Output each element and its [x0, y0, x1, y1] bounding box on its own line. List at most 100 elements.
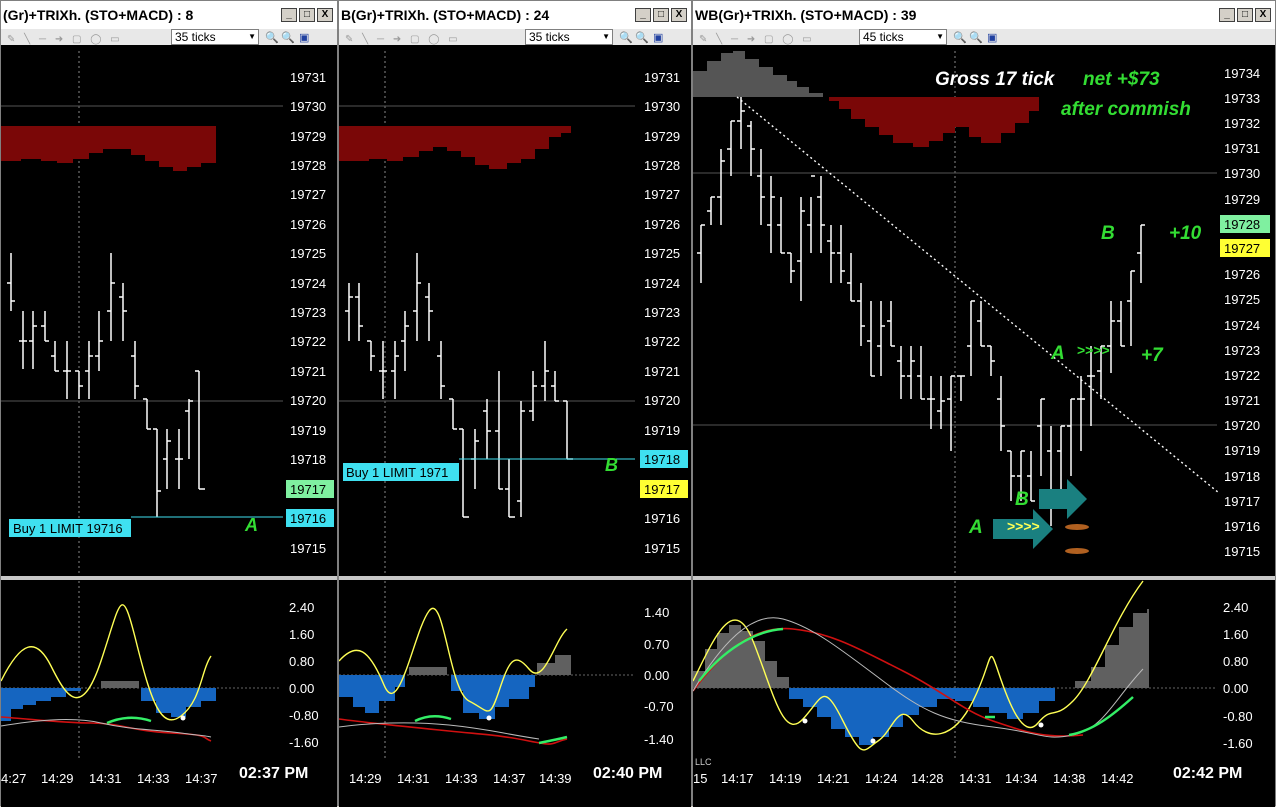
svg-text:19733: 19733 [1224, 91, 1260, 106]
svg-text:14:29: 14:29 [349, 771, 382, 786]
annotation-b: B [1101, 223, 1115, 244]
drawing-tools-icon[interactable]: ✎ ╲ ─ ➜ ▢ ◯ ▭ [699, 34, 815, 45]
svg-text:19723: 19723 [1224, 343, 1260, 358]
svg-text:2.40: 2.40 [289, 600, 314, 615]
svg-text:19723: 19723 [644, 305, 680, 320]
pointer-icon[interactable]: ▣ [653, 32, 664, 44]
close-button[interactable]: X [317, 8, 333, 22]
svg-text:-1.40: -1.40 [644, 732, 674, 747]
price-bars [345, 253, 573, 518]
svg-text:19721: 19721 [290, 364, 326, 379]
chart-window-2[interactable]: B(Gr)+TRIXh. (STO+MACD) : 24 _ □ X ✎ ╲ ─… [338, 0, 692, 807]
minimize-button[interactable]: _ [1219, 8, 1235, 22]
svg-text:19726: 19726 [644, 217, 680, 232]
svg-text:19720: 19720 [290, 393, 326, 408]
price-axis: 19731 19730 19729 19728 19727 19726 1972… [644, 70, 680, 556]
close-button[interactable]: X [671, 8, 687, 22]
zoom-in-icon[interactable]: 🔍 [619, 32, 633, 44]
order-label-box[interactable] [9, 519, 131, 537]
zoom-out-icon[interactable]: 🔍 [635, 32, 649, 44]
volume-profile-red [1, 126, 216, 171]
svg-text:19716: 19716 [1224, 519, 1260, 534]
window-title-bar[interactable]: (Gr)+TRIXh. (STO+MACD) : 8 _ □ X [1, 1, 337, 29]
svg-text:-0.80: -0.80 [289, 708, 319, 723]
commish-text: after commish [1061, 99, 1191, 120]
annotation-b2: B [1015, 489, 1029, 510]
profit-plus10: +10 [1169, 223, 1202, 244]
svg-text:19720: 19720 [644, 393, 680, 408]
price-bars [697, 97, 1145, 526]
svg-text:14:31: 14:31 [89, 771, 122, 786]
pointer-icon[interactable]: ▣ [299, 32, 310, 44]
volume-profile-red [829, 97, 1039, 147]
window-title: (Gr)+TRIXh. (STO+MACD) : 8 [3, 7, 194, 23]
zoom-out-icon[interactable]: 🔍 [969, 32, 983, 44]
chart-window-3[interactable]: WB(Gr)+TRIXh. (STO+MACD) : 39 _ □ X ✎ ╲ … [692, 0, 1276, 807]
svg-text:19731: 19731 [644, 70, 680, 85]
order-label-box[interactable] [343, 463, 459, 481]
svg-text:0.00: 0.00 [1223, 681, 1248, 696]
pointer-icon[interactable]: ▣ [987, 32, 998, 44]
minimize-button[interactable]: _ [635, 8, 651, 22]
window-title-bar[interactable]: WB(Gr)+TRIXh. (STO+MACD) : 39 _ □ X [693, 1, 1275, 29]
clock: 02:42 PM [1173, 765, 1242, 782]
zoom-in-icon[interactable]: 🔍 [265, 32, 279, 44]
svg-text:19724: 19724 [290, 276, 326, 291]
current-price-tag: 19717 [290, 482, 326, 497]
svg-text:14:33: 14:33 [445, 771, 478, 786]
svg-text:19721: 19721 [1224, 393, 1260, 408]
svg-text:19730: 19730 [644, 99, 680, 114]
svg-text:19729: 19729 [644, 129, 680, 144]
tick-interval-select[interactable]: 35 ticks ▼ [525, 29, 613, 45]
chart-area[interactable]: Buy 1 LIMIT 1971 B 19731 19730 19729 197… [339, 45, 691, 807]
zoom-in-icon[interactable]: 🔍 [953, 32, 967, 44]
svg-text:14:19: 14:19 [769, 771, 802, 786]
tick-interval-select[interactable]: 35 ticks ▼ [171, 29, 259, 45]
clock: 02:40 PM [593, 765, 662, 782]
annotation-a: A [1050, 343, 1065, 364]
svg-text:-1.60: -1.60 [289, 735, 319, 750]
zoom-out-icon[interactable]: 🔍 [281, 32, 295, 44]
time-axis: 4:27 14:29 14:31 14:33 14:37 [1, 771, 218, 786]
svg-text:-1.60: -1.60 [1223, 736, 1253, 751]
maximize-button[interactable]: □ [299, 8, 315, 22]
svg-text:19716: 19716 [644, 511, 680, 526]
chevron-down-icon: ▼ [602, 32, 610, 41]
svg-text:19724: 19724 [644, 276, 680, 291]
chart-area[interactable]: Gross 17 tick net +$73 after commish B +… [693, 45, 1275, 807]
svg-text:19727: 19727 [290, 187, 326, 202]
close-button[interactable]: X [1255, 8, 1271, 22]
svg-text:14:34: 14:34 [1005, 771, 1038, 786]
chart-window-1[interactable]: (Gr)+TRIXh. (STO+MACD) : 8 _ □ X ✎ ╲ ─ ➜… [0, 0, 338, 807]
window-title-bar[interactable]: B(Gr)+TRIXh. (STO+MACD) : 24 _ □ X [339, 1, 691, 29]
maximize-button[interactable]: □ [653, 8, 669, 22]
svg-text:1.60: 1.60 [289, 627, 314, 642]
svg-text:0.70: 0.70 [644, 637, 669, 652]
svg-text:14:33: 14:33 [137, 771, 170, 786]
svg-text:19719: 19719 [644, 423, 680, 438]
svg-text:19721: 19721 [644, 364, 680, 379]
svg-text:-0.70: -0.70 [644, 699, 674, 714]
svg-text:-0.80: -0.80 [1223, 709, 1253, 724]
svg-text:4:27: 4:27 [1, 771, 26, 786]
chevron-down-icon: ▼ [248, 32, 256, 41]
svg-text:19730: 19730 [290, 99, 326, 114]
maximize-button[interactable]: □ [1237, 8, 1253, 22]
svg-text:19723: 19723 [290, 305, 326, 320]
drawing-tools-icon[interactable]: ✎ ╲ ─ ➜ ▢ ◯ ▭ [345, 34, 461, 45]
order-price-tag: 19718 [644, 452, 680, 467]
entry-arrow-icon [1039, 479, 1087, 519]
svg-text:19734: 19734 [1224, 66, 1260, 81]
volume-profile-red [339, 126, 571, 169]
svg-text:14:31: 14:31 [397, 771, 430, 786]
volume-profile-gray [693, 51, 823, 97]
minimize-button[interactable]: _ [281, 8, 297, 22]
svg-text:14:21: 14:21 [817, 771, 850, 786]
net-text: net +$73 [1083, 69, 1160, 90]
svg-text:14:28: 14:28 [911, 771, 944, 786]
price-axis: 19731 19730 19729 19728 19727 19726 1972… [290, 70, 326, 556]
tick-interval-select[interactable]: 45 ticks ▼ [859, 29, 947, 45]
drawing-tools-icon[interactable]: ✎ ╲ ─ ➜ ▢ ◯ ▭ [7, 34, 123, 45]
price-axis: 19734 19733 19732 19731 19730 19729 1972… [1224, 66, 1260, 559]
chart-area[interactable]: Buy 1 LIMIT 19716 A 19731 19730 19729 19… [1, 45, 337, 807]
